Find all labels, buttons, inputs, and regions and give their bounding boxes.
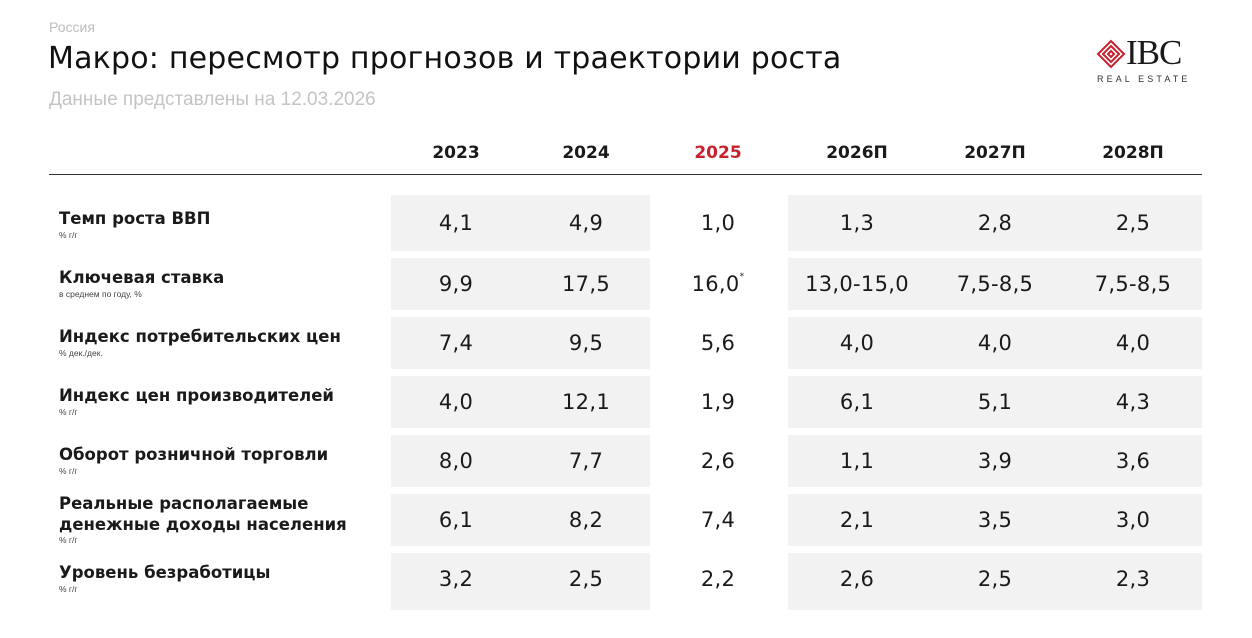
cell-ppi-2024: 12,1 (562, 390, 610, 414)
column-header-2023: 2023 (432, 143, 480, 163)
cell-ppi-2027p: 5,1 (977, 390, 1013, 414)
cell-gdp-2023: 4,1 (438, 211, 474, 235)
cell-ppi-2028p: 4,3 (1115, 390, 1151, 414)
cell-unemployment-2024: 2,5 (568, 567, 604, 591)
row-label-income-line2: денежные доходы населения (59, 515, 347, 534)
logo-wordmark: IBC (1126, 33, 1182, 72)
row-unit-retail: % г/г (59, 466, 78, 476)
cell-unemployment-2028p: 2,3 (1115, 567, 1151, 591)
cell-retail-2026p: 1,1 (839, 449, 875, 473)
cell-unemployment-2026p: 2,6 (839, 567, 875, 591)
cell-gdp-2028p: 2,5 (1115, 211, 1151, 235)
column-header-2028p: 2028П (1102, 143, 1164, 163)
row-label-gdp: Темп роста ВВП (59, 209, 211, 228)
row-unit-unemployment: % г/г (59, 584, 78, 594)
cell-ppi-2026p: 6,1 (839, 390, 875, 414)
logo-diamond-icon (1096, 39, 1126, 69)
cell-cpi-2028p: 4,0 (1115, 331, 1151, 355)
ibc-logo: IBC REAL ESTATE (1096, 33, 1208, 86)
cell-key-rate-2026p: 13,0-15,0 (805, 272, 909, 296)
row-label-ppi: Индекс цен производителей (59, 386, 334, 405)
column-header-2025: 2025 (694, 143, 742, 163)
cell-cpi-2026p: 4,0 (839, 331, 875, 355)
page-title: Макро: пересмотр прогнозов и траектории … (48, 41, 842, 76)
row-unit-gdp: % г/г (59, 230, 78, 240)
cell-gdp-2024: 4,9 (568, 211, 604, 235)
cell-gdp-2025: 1,0 (700, 211, 736, 235)
row-label-cpi: Индекс потребительских цен (59, 327, 341, 346)
region-label: Россия (49, 19, 95, 35)
cell-key-rate-2025: 16,0* (654, 258, 782, 310)
cell-key-rate-2025-value: 16,0 (691, 272, 740, 296)
cell-gdp-2027p: 2,8 (977, 211, 1013, 235)
cell-income-2025: 7,4 (700, 508, 736, 532)
cell-retail-2028p: 3,6 (1115, 449, 1151, 473)
column-header-2024: 2024 (562, 143, 610, 163)
cell-unemployment-2025: 2,2 (700, 567, 736, 591)
column-header-2027p: 2027П (964, 143, 1026, 163)
logo-subtitle: REAL ESTATE (1097, 74, 1191, 84)
row-unit-key-rate: в среднем по году, % (59, 289, 142, 299)
cell-retail-2027p: 3,9 (977, 449, 1013, 473)
header-divider (49, 174, 1202, 175)
row-label-unemployment: Уровень безработицы (59, 563, 271, 582)
cell-key-rate-2023: 9,9 (438, 272, 474, 296)
cell-income-2028p: 3,0 (1115, 508, 1151, 532)
row-unit-income: % г/г (59, 535, 78, 545)
footnote-mark: * (739, 272, 745, 282)
cell-key-rate-2024: 17,5 (562, 272, 610, 296)
cell-retail-2023: 8,0 (438, 449, 474, 473)
cell-ppi-2023: 4,0 (438, 390, 474, 414)
row-label-retail: Оборот розничной торговли (59, 445, 329, 464)
cell-cpi-2024: 9,5 (568, 331, 604, 355)
row-label-income-line1: Реальные располагаемые (59, 494, 309, 513)
cell-income-2027p: 3,5 (977, 508, 1013, 532)
row-unit-ppi: % г/г (59, 407, 78, 417)
cell-retail-2025: 2,6 (700, 449, 736, 473)
cell-income-2023: 6,1 (438, 508, 474, 532)
cell-cpi-2027p: 4,0 (977, 331, 1013, 355)
page-subtitle: Данные представлены на 12.03.2026 (49, 89, 376, 110)
row-label-key-rate: Ключевая ставка (59, 268, 225, 287)
cell-key-rate-2028p: 7,5-8,5 (1094, 272, 1172, 296)
cell-unemployment-2027p: 2,5 (977, 567, 1013, 591)
cell-unemployment-2023: 3,2 (438, 567, 474, 591)
cell-cpi-2023: 7,4 (438, 331, 474, 355)
cell-ppi-2025: 1,9 (700, 390, 736, 414)
cell-income-2024: 8,2 (568, 508, 604, 532)
cell-cpi-2025: 5,6 (700, 331, 736, 355)
cell-income-2026p: 2,1 (839, 508, 875, 532)
column-header-2026p: 2026П (826, 143, 888, 163)
row-unit-cpi: % дек./дек. (59, 348, 103, 358)
cell-retail-2024: 7,7 (568, 449, 604, 473)
cell-key-rate-2027p: 7,5-8,5 (956, 272, 1034, 296)
cell-gdp-2026p: 1,3 (839, 211, 875, 235)
